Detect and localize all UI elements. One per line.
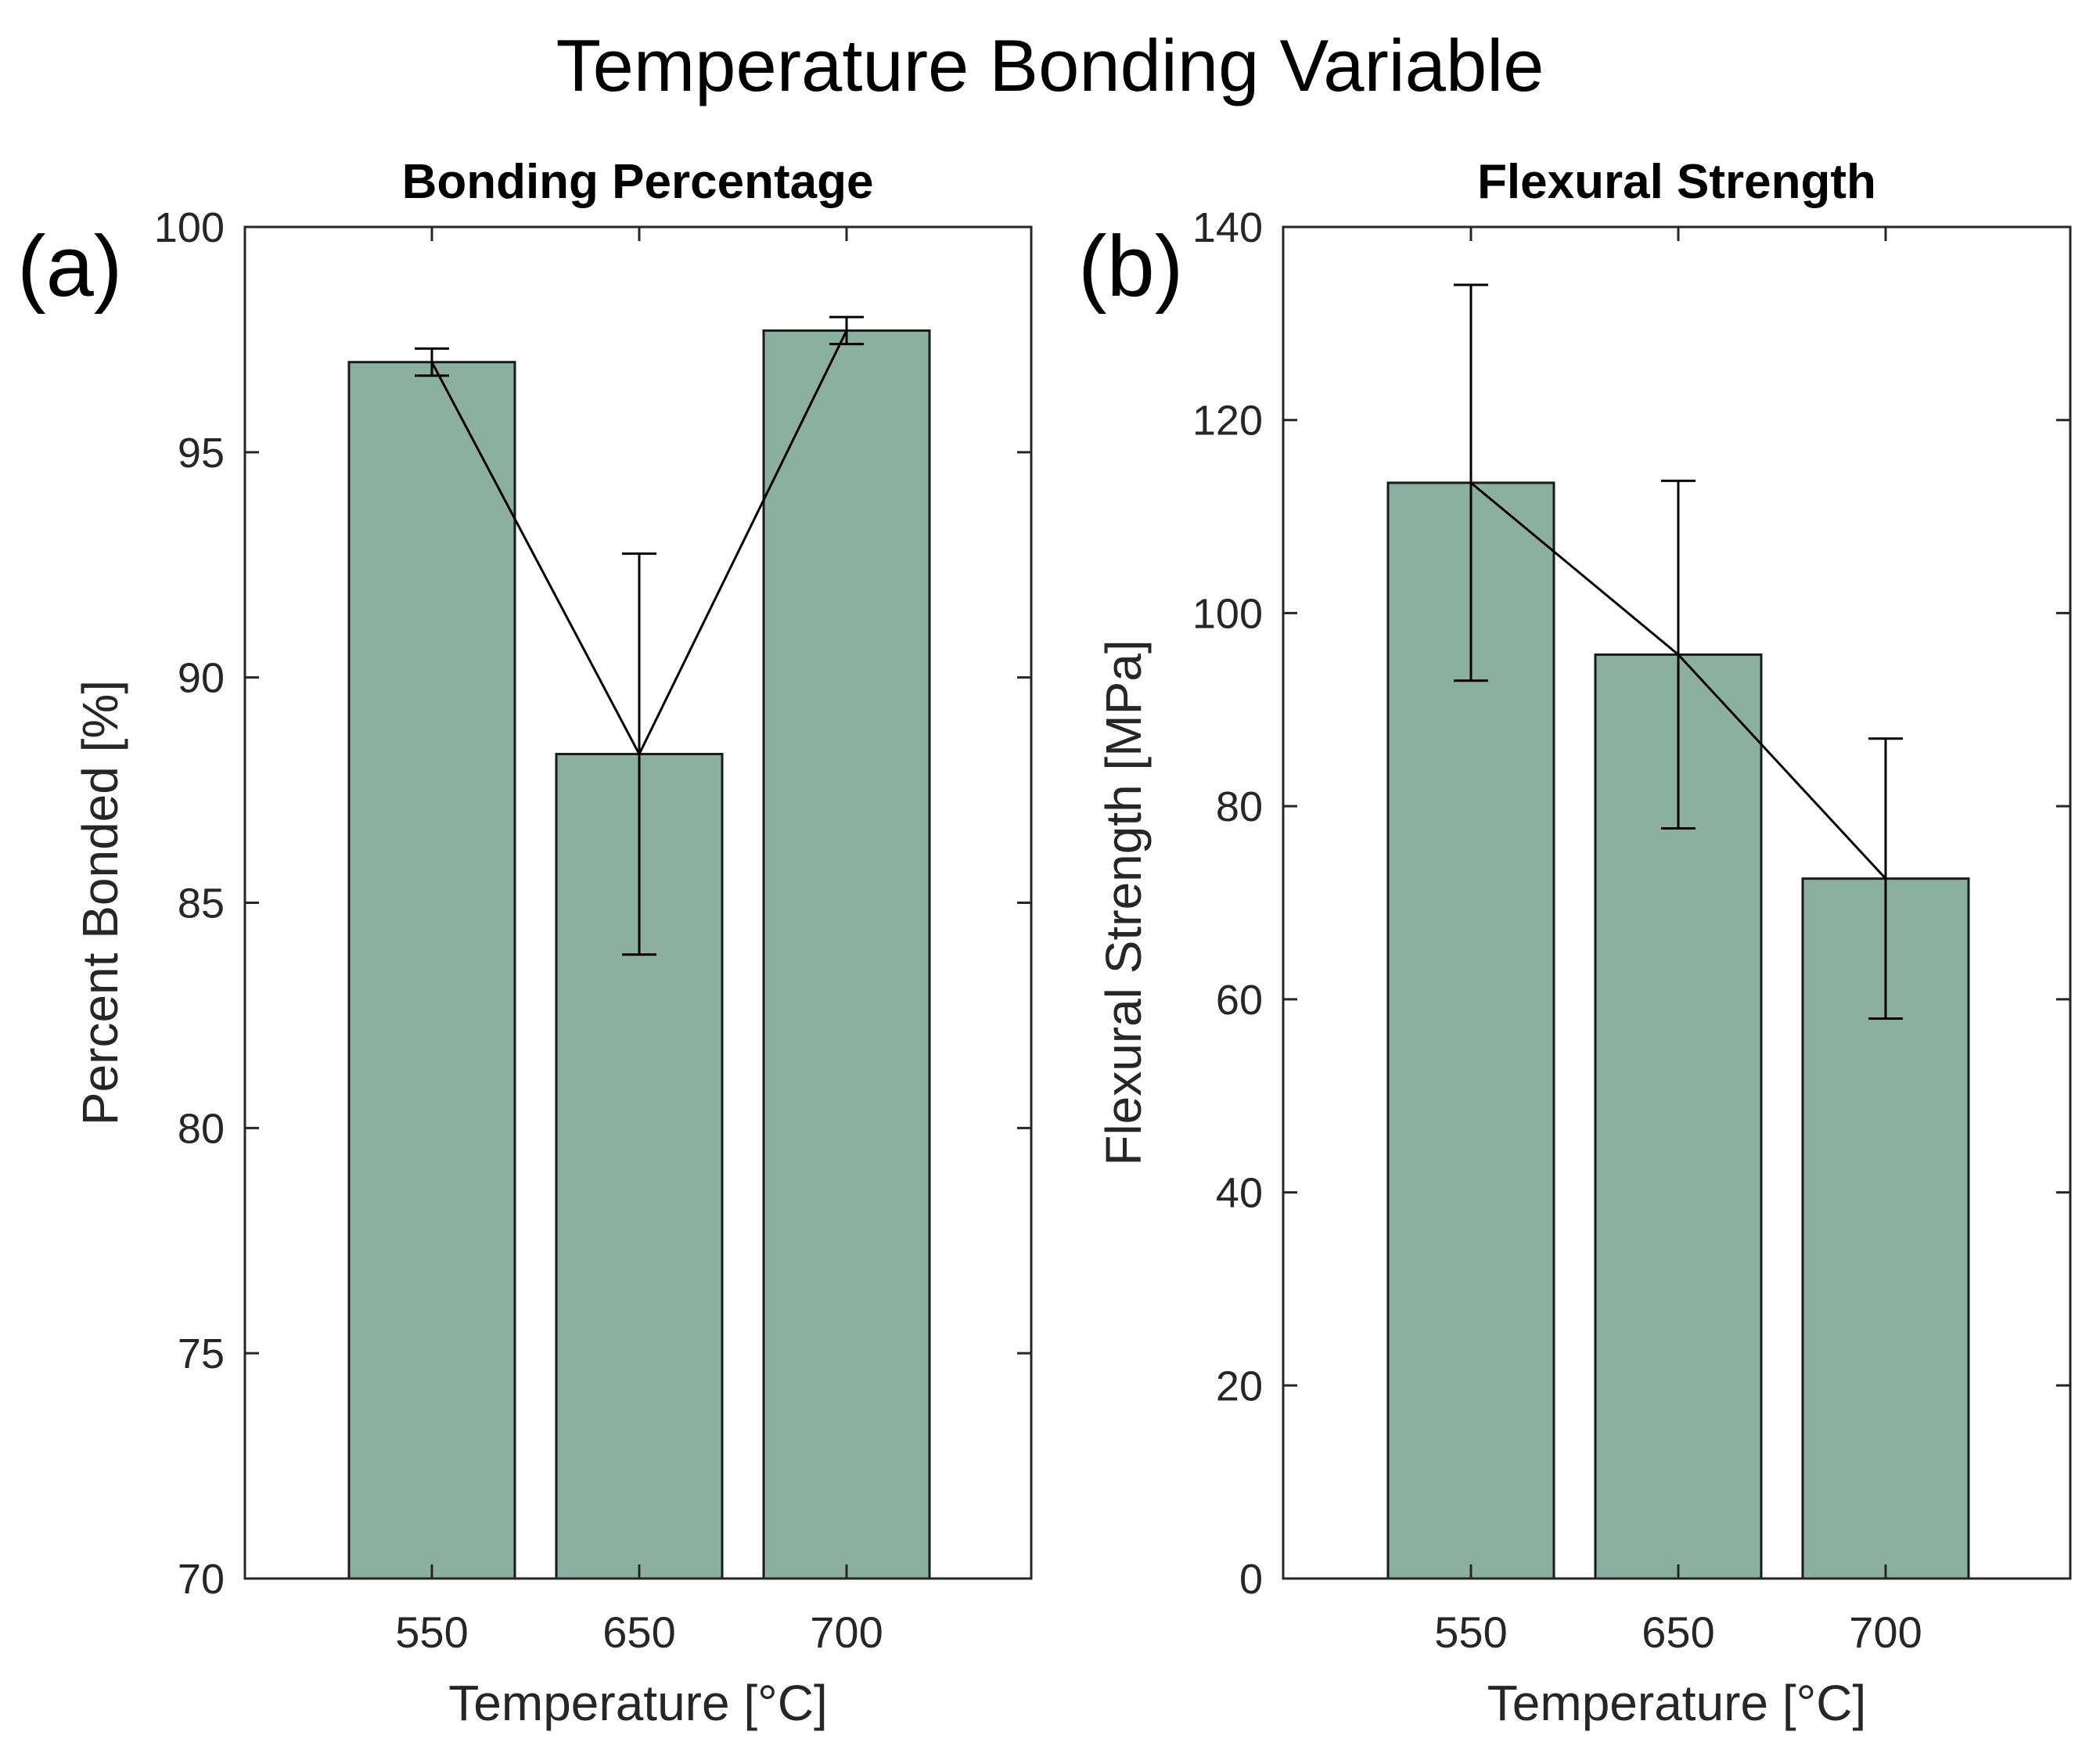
y-tick-label: 0: [1239, 1556, 1263, 1603]
x-tick-label: 650: [1642, 1607, 1714, 1657]
axes-box: [1282, 225, 2072, 1580]
x-tick-label: 550: [395, 1607, 468, 1657]
y-axis-label: Flexural Strength [MPa]: [1095, 639, 1152, 1165]
y-tick-label: 70: [178, 1556, 225, 1603]
y-axis-label: Percent Bonded [%]: [72, 680, 128, 1125]
y-tick-label: 90: [178, 655, 225, 702]
chart-title: Bonding Percentage: [402, 155, 874, 209]
y-tick-label: 20: [1216, 1363, 1263, 1409]
y-tick-label: 140: [1192, 204, 1263, 251]
figure-title: Temperature Bonding Variable: [556, 24, 1544, 106]
y-tick-label: 60: [1216, 977, 1263, 1024]
x-tick-label: 700: [1849, 1607, 1922, 1657]
panel-b: Flexural Strength (b) 0 20 40 60 80 100 120 140 55…: [1078, 155, 2072, 1731]
y-tick-label: 95: [178, 430, 225, 477]
chart-title: Flexural Strength: [1477, 155, 1876, 209]
x-tick-label: 650: [602, 1607, 675, 1657]
x-tick-label: 700: [810, 1607, 883, 1657]
y-tick-label: 40: [1216, 1170, 1263, 1217]
bar-700: [762, 329, 931, 1580]
panel-a: Bonding Percentage (a) 70 75 80 85 90 95 100 550 6…: [17, 155, 1033, 1731]
y-tick-label: 75: [178, 1330, 225, 1377]
x-axis-label: Temperature [°C]: [1487, 1675, 1866, 1731]
x-tick-label: 550: [1434, 1607, 1507, 1657]
y-tick-label: 80: [178, 1105, 225, 1152]
panel-label: (a): [17, 218, 122, 315]
bar-550: [347, 361, 516, 1580]
y-tick-label: 100: [1192, 590, 1263, 637]
y-tick-label: 120: [1192, 398, 1263, 445]
y-tick-label: 100: [154, 204, 225, 251]
y-tick-label: 85: [178, 880, 225, 927]
y-tick-label: 80: [1216, 783, 1263, 830]
panel-label: (b): [1078, 218, 1183, 315]
x-axis-label: Temperature [°C]: [448, 1675, 827, 1731]
